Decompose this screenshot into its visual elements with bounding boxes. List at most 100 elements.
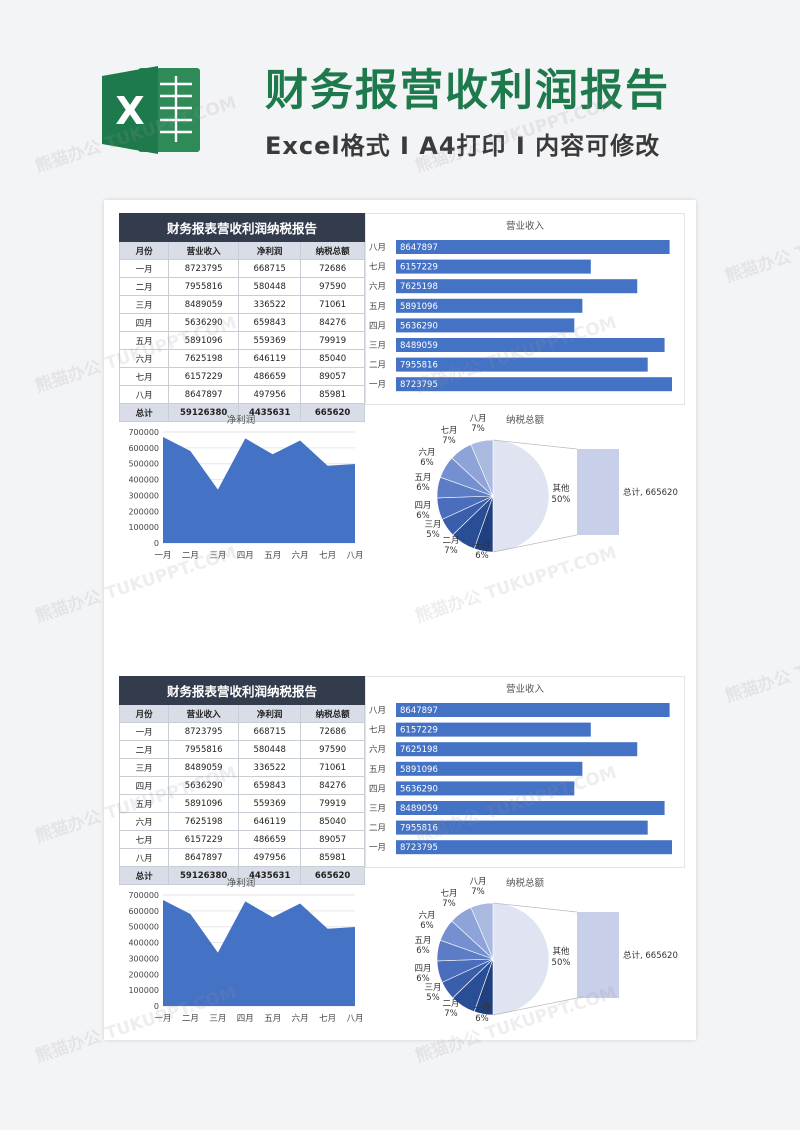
revenue-bar xyxy=(396,279,638,294)
connector-line xyxy=(492,439,578,450)
chart-title: 营业收入 xyxy=(506,683,545,695)
pie-label: 七月 xyxy=(440,426,457,436)
chart-title: 净利润 xyxy=(227,877,256,889)
pie-label: 一月 xyxy=(473,1004,490,1014)
total-cell: 59126380 xyxy=(168,866,240,885)
pie-percent: 50% xyxy=(552,495,571,505)
pie-percent: 6% xyxy=(416,946,430,956)
table-cell: 七月 xyxy=(118,367,170,386)
bar-category-label: 二月 xyxy=(369,361,386,371)
bar-category-label: 一月 xyxy=(369,843,386,853)
y-tick-label: 0 xyxy=(154,539,159,548)
table-cell: 668715 xyxy=(238,259,302,278)
pie-slice xyxy=(470,902,494,960)
y-tick-label: 500000 xyxy=(128,923,159,932)
net-profit-area-chart: 净利润 0 100000 200000 300000 400000 500000 600000… xyxy=(128,877,363,1024)
connector-line xyxy=(492,997,578,1016)
table-cell: 二月 xyxy=(118,740,170,759)
table-cell: 八月 xyxy=(118,848,170,867)
table-cell: 72686 xyxy=(300,722,365,741)
bar-data-label: 6157229 xyxy=(400,726,438,736)
table-cell: 79919 xyxy=(300,794,365,813)
table-row: 二月 7955816 580448 97590 xyxy=(118,740,365,759)
bar-data-label: 7625198 xyxy=(400,282,438,292)
table-cell: 486659 xyxy=(238,367,302,386)
table-cell: 二月 xyxy=(118,277,170,296)
pie-percent: 6% xyxy=(416,511,430,521)
pie-percent: 7% xyxy=(471,424,485,434)
bar-data-label: 7955816 xyxy=(400,824,438,834)
table-cell: 一月 xyxy=(118,259,170,278)
x-tick-label: 一月 xyxy=(154,551,171,561)
y-tick-label: 0 xyxy=(154,1002,159,1011)
table-row: 八月 8647897 497956 85981 xyxy=(118,385,365,404)
table-cell: 85981 xyxy=(300,385,365,404)
pie-label: 其他 xyxy=(552,946,570,957)
pie-label: 八月 xyxy=(469,877,486,887)
pie-percent: 6% xyxy=(420,458,434,468)
total-cell: 总计 xyxy=(118,403,170,422)
net-profit-area xyxy=(163,900,355,1006)
table-cell: 89057 xyxy=(300,830,365,849)
table-cell: 7625198 xyxy=(168,349,240,368)
x-tick-label: 四月 xyxy=(237,1014,254,1024)
table-cell: 8647897 xyxy=(168,848,240,867)
pie-percent: 50% xyxy=(552,958,571,968)
table-cell: 79919 xyxy=(300,331,365,350)
table-cell: 486659 xyxy=(238,830,302,849)
document-sheet: 财务报表营收利润纳税报告 月份 营业收入 净利润 纳税总额 一月 8723795 668715… xyxy=(104,200,696,1040)
pie-label: 六月 xyxy=(418,910,435,921)
total-row: 总计 59126380 4435631 665620 xyxy=(118,403,365,422)
revenue-bar xyxy=(396,240,670,254)
table-cell: 71061 xyxy=(300,295,365,314)
y-tick-label: 700000 xyxy=(128,428,159,437)
table-title: 财务报表营收利润纳税报告 xyxy=(119,676,365,705)
table-row: 五月 5891096 559369 79919 xyxy=(118,331,365,350)
watermark-text: 熊猫办公 TUKUPPT.COM xyxy=(722,622,800,707)
watermark-text: 熊猫办公 TUKUPPT.COM xyxy=(722,202,800,287)
table-cell: 659843 xyxy=(238,776,302,795)
bar-data-label: 8647897 xyxy=(400,243,438,253)
bar-category-label: 六月 xyxy=(369,744,386,755)
chart-title: 营业收入 xyxy=(506,220,545,232)
pie-label: 一月 xyxy=(473,541,490,551)
column-header: 月份 xyxy=(118,704,170,723)
table-row: 三月 8489059 336522 71061 xyxy=(118,295,365,314)
net-profit-area xyxy=(163,437,355,543)
pie-label: 五月 xyxy=(414,473,431,483)
x-tick-label: 六月 xyxy=(292,1013,309,1024)
pie-percent: 7% xyxy=(442,436,456,446)
table-cell: 四月 xyxy=(118,313,170,332)
table-cell: 8723795 xyxy=(168,722,240,741)
column-header: 纳税总额 xyxy=(300,704,365,723)
column-header: 净利润 xyxy=(238,704,302,723)
table-row: 一月 8723795 668715 72686 xyxy=(118,722,365,741)
table-row: 六月 7625198 646119 85040 xyxy=(118,349,365,368)
page-header: X 财务报营收利润报告 Excel格式 I A4打印 I 内容可修改 xyxy=(0,0,800,190)
bar-data-label: 5636290 xyxy=(400,321,438,331)
table-cell: 七月 xyxy=(118,830,170,849)
table-cell: 7625198 xyxy=(168,812,240,831)
connector-line xyxy=(492,534,578,553)
pie-label: 三月 xyxy=(424,520,441,530)
table-cell: 7955816 xyxy=(168,740,240,759)
table-cell: 580448 xyxy=(238,277,302,296)
table-cell: 6157229 xyxy=(168,367,240,386)
table-cell: 8647897 xyxy=(168,385,240,404)
total-cell: 665620 xyxy=(300,403,365,422)
pie-percent: 7% xyxy=(442,899,456,909)
table-cell: 336522 xyxy=(238,295,302,314)
bar-data-label: 7625198 xyxy=(400,745,438,755)
table-cell: 97590 xyxy=(300,277,365,296)
table-row: 一月 8723795 668715 72686 xyxy=(118,259,365,278)
pie-slice xyxy=(470,439,494,497)
table-row: 七月 6157229 486659 89057 xyxy=(118,367,365,386)
table-cell: 646119 xyxy=(238,349,302,368)
chart-title: 净利润 xyxy=(227,414,256,426)
revenue-bar xyxy=(396,298,583,313)
bar-data-label: 8647897 xyxy=(400,706,438,716)
y-tick-label: 600000 xyxy=(128,444,159,453)
pie-percent: 7% xyxy=(471,887,485,897)
y-tick-label: 600000 xyxy=(128,907,159,916)
